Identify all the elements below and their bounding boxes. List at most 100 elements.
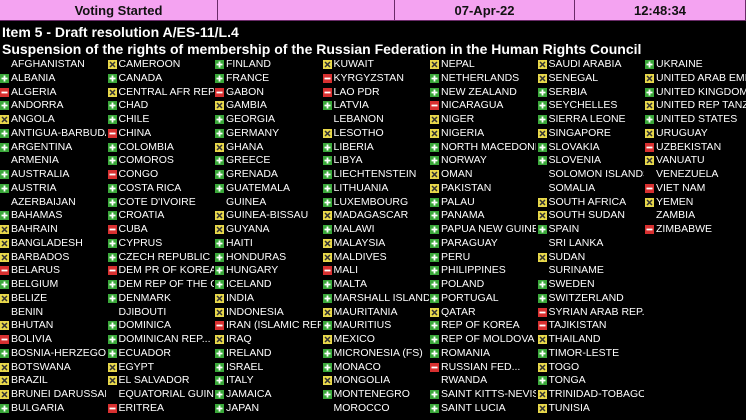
country-entry: GUATEMALA: [215, 182, 321, 195]
vote-icon-yes: [322, 142, 332, 152]
country-name: CZECH REPUBLIC: [118, 250, 211, 263]
vote-icon-yes: [107, 293, 117, 303]
country-name: BAHAMAS: [11, 209, 63, 222]
country-entry: ISRAEL: [215, 361, 321, 374]
vote-icon-yes: [430, 156, 439, 166]
country-name: MONACO: [333, 360, 381, 373]
country-name: ECUADOR: [118, 346, 172, 359]
country-entry: BELGIUM: [0, 278, 106, 291]
vote-icon-no: [645, 142, 654, 152]
country-entry: ITALY: [215, 374, 321, 387]
country-name: CANADA: [118, 71, 163, 84]
vote-icon-abstain: [537, 197, 547, 207]
country-entry: JAMAICA: [215, 388, 321, 401]
vote-icon-yes: [537, 280, 547, 290]
subject-title: Suspension of the rights of membership o…: [2, 41, 642, 57]
country-name: BENIN: [11, 305, 44, 318]
country-name: IRAN (ISLAMIC REP...: [226, 319, 321, 332]
vote-icon-no: [107, 404, 117, 413]
country-name: LATVIA: [333, 99, 369, 112]
country-entry: MAURITANIA: [322, 306, 429, 319]
country-entry: DEM REP OF THE C...: [107, 278, 214, 291]
country-entry: QATAR: [430, 306, 536, 319]
country-name: PERU: [441, 250, 471, 263]
country-entry: ANGOLA: [0, 113, 106, 126]
country-entry: TONGA: [537, 374, 644, 387]
country-name: HUNGARY: [226, 264, 279, 277]
vote-icon-abstain: [0, 238, 9, 248]
vote-icon-abstain: [0, 362, 9, 372]
vote-icon-yes: [107, 142, 117, 152]
country-name: DOMINICAN REP...: [118, 333, 211, 346]
vote-icon-yes: [107, 321, 117, 331]
country-entry: AUSTRALIA: [0, 168, 106, 181]
country-name: VENEZUELA: [656, 168, 719, 181]
vote-icon-yes: [430, 252, 439, 262]
vote-icon-abstain: [215, 293, 224, 303]
country-entry: IRAN (ISLAMIC REP...: [215, 319, 321, 332]
country-entry: CONGO: [107, 168, 214, 181]
status-cell: Voting Started: [0, 0, 218, 21]
country-entry: TIMOR-LESTE: [537, 347, 644, 360]
country-name: GAMBIA: [226, 99, 267, 112]
country-entry: MALAYSIA: [322, 237, 429, 250]
vote-icon-yes: [322, 170, 332, 180]
country-entry: MALDIVES: [322, 251, 429, 264]
vote-icon-abstain: [107, 376, 117, 386]
country-entry: BENIN: [0, 306, 106, 319]
country-entry: SAINT KITTS-NEVIS: [430, 388, 536, 401]
vote-icon-yes: [430, 348, 439, 358]
country-name: GABON: [226, 85, 264, 98]
vote-icon-yes: [215, 376, 224, 386]
country-name: FINLAND: [226, 58, 271, 70]
vote-icon-yes: [645, 87, 654, 97]
country-name: INDONESIA: [226, 305, 284, 318]
country-name: UNITED ARAB EMIR...: [656, 71, 746, 84]
vote-icon-abstain: [322, 335, 332, 345]
vote-icon-yes: [0, 73, 9, 83]
vote-icon-abstain: [107, 60, 117, 69]
vote-icon-yes: [322, 390, 332, 400]
vote-icon-abstain: [537, 211, 547, 221]
country-entry: THAILAND: [537, 333, 644, 346]
country-name: ERITREA: [118, 402, 165, 414]
vote-icon-yes: [537, 348, 547, 358]
vote-icon-abstain: [0, 115, 9, 125]
vote-icon-yes: [430, 73, 439, 83]
country-name: KUWAIT: [333, 58, 374, 70]
country-name: SEYCHELLES: [548, 99, 618, 112]
country-entry: DOMINICA: [107, 319, 214, 332]
country-name: PANAMA: [441, 209, 485, 222]
country-name: ARGENTINA: [11, 140, 73, 153]
vote-icon-yes: [215, 348, 224, 358]
country-entry: GUINEA-BISSAU: [215, 209, 321, 222]
country-name: DJIBOUTI: [118, 305, 167, 318]
country-entry: RUSSIAN FED...: [430, 361, 536, 374]
country-entry: SURINAME: [538, 264, 644, 277]
country-name: JAPAN: [226, 402, 260, 414]
country-entry: SLOVENIA: [537, 154, 644, 167]
country-name: LIBERIA: [333, 140, 374, 153]
country-name: CROATIA: [118, 209, 165, 222]
country-name: DENMARK: [118, 291, 172, 304]
country-entry: AFGHANISTAN: [0, 58, 106, 71]
country-entry: MADAGASCAR: [322, 209, 429, 222]
country-name: REP OF MOLDOVA: [441, 333, 535, 346]
country-name: MALAWI: [333, 223, 375, 236]
country-entry: SPAIN: [537, 223, 644, 236]
country-entry: MAURITIUS: [322, 319, 429, 332]
country-name: NEPAL: [441, 58, 475, 70]
country-entry: AZERBAIJAN: [0, 196, 106, 209]
country-name: BELGIUM: [11, 278, 59, 291]
country-name: SWEDEN: [548, 278, 595, 291]
country-entry: CUBA: [107, 223, 214, 236]
country-name: UNITED KINGDOM: [656, 85, 746, 98]
vote-icon-yes: [322, 348, 332, 358]
country-entry: ANTIGUA-BARBUDA: [0, 127, 106, 140]
country-entry: BOTSWANA: [0, 361, 106, 374]
country-name: PHILIPPINES: [441, 264, 506, 277]
country-entry: DJIBOUTI: [108, 306, 214, 319]
country-entry: SOLOMON ISLANDS: [538, 168, 644, 181]
vote-icon-no: [215, 321, 224, 331]
country-name: FRANCE: [226, 71, 270, 84]
